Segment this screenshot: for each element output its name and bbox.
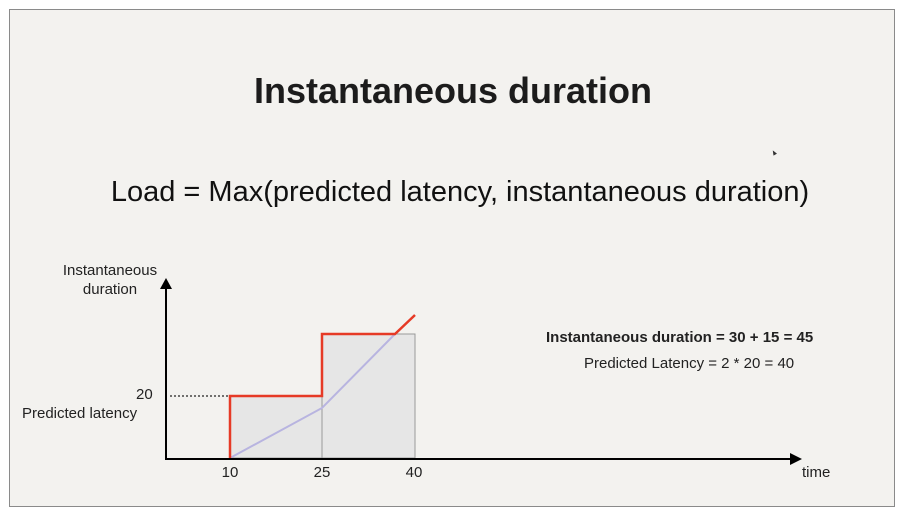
x-tick-25: 25 — [313, 464, 331, 481]
x-axis-arrowhead — [790, 453, 802, 465]
y-axis-label: Instantaneous duration — [62, 262, 158, 298]
instantaneous-duration-line — [228, 314, 416, 458]
shaded-region-low — [229, 395, 323, 459]
predicted-latency-equation: Predicted Latency = 2 * 20 = 40 — [584, 355, 795, 372]
instantaneous-duration-equation: Instantaneous duration = 30 + 15 = 45 — [546, 329, 814, 346]
predicted-latency-line — [229, 333, 396, 459]
x-tick-40: 40 — [405, 464, 423, 481]
y-axis-arrowhead — [160, 278, 172, 289]
load-formula: Load = Max(predicted latency, instantane… — [110, 176, 810, 208]
y-value-label: 20 — [136, 386, 153, 403]
slide-background — [9, 9, 895, 507]
shaded-region-high — [321, 333, 416, 459]
predicted-latency-label: Predicted latency — [22, 405, 138, 422]
x-axis-label: time — [802, 464, 831, 481]
x-tick-10: 10 — [221, 464, 239, 481]
slide-title: Instantaneous duration — [253, 70, 653, 111]
